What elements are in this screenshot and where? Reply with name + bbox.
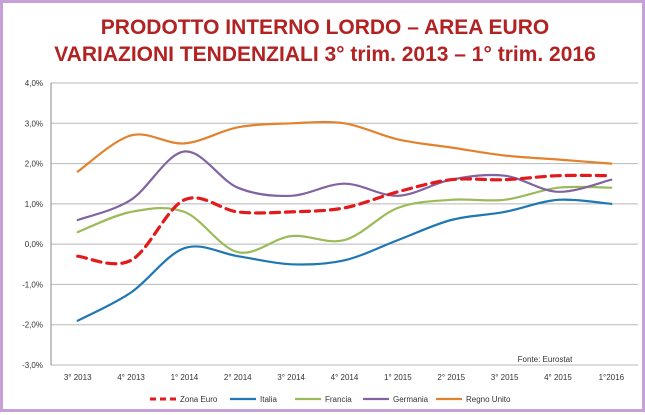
x-tick-label: 3° 2013 bbox=[64, 373, 92, 382]
series-line-francia bbox=[76, 185, 613, 254]
y-tick-label: 2,0% bbox=[25, 160, 43, 169]
x-tick-label: 4° 2013 bbox=[117, 373, 145, 382]
series-line-germania bbox=[76, 150, 613, 222]
x-tick-label: 2° 2015 bbox=[437, 373, 465, 382]
x-tick-label: 3° 2015 bbox=[491, 373, 519, 382]
x-tick-label: 4° 2015 bbox=[544, 373, 572, 382]
legend-label: Italia bbox=[260, 395, 277, 404]
x-tick-label: 1°2016 bbox=[599, 373, 625, 382]
legend-label: Zona Euro bbox=[180, 395, 218, 404]
x-tick-label: 4° 2014 bbox=[331, 373, 359, 382]
x-tick-label: 1° 2014 bbox=[171, 373, 199, 382]
y-tick-label: 4,0% bbox=[25, 79, 43, 88]
y-tick-label: 1,0% bbox=[25, 200, 43, 209]
line-chart: PRODOTTO INTERNO LORDO – AREA EURO VARIA… bbox=[22, 16, 638, 404]
legend-label: Regno Unito bbox=[466, 395, 511, 404]
series-layer bbox=[76, 120, 613, 322]
y-tick-label: -1,0% bbox=[22, 280, 43, 289]
series-line-italia bbox=[76, 198, 613, 322]
y-tick-label: 3,0% bbox=[25, 119, 43, 128]
chart-title: PRODOTTO INTERNO LORDO – AREA EURO bbox=[101, 16, 549, 39]
y-tick-label: -2,0% bbox=[22, 321, 43, 330]
legend-label: Germania bbox=[393, 395, 429, 404]
y-tick-label: 0,0% bbox=[25, 240, 43, 249]
source-note: Fonte: Eurostat bbox=[518, 355, 573, 364]
x-tick-label: 2° 2014 bbox=[224, 373, 252, 382]
x-tick-label: 1° 2015 bbox=[384, 373, 412, 382]
legend-label: Francia bbox=[325, 395, 352, 404]
chart-subtitle: VARIAZIONI TENDENZIALI 3° trim. 2013 – 1… bbox=[54, 43, 596, 66]
y-axis: 4,0% 3,0% 2,0% 1,0% 0,0% -1,0% -2,0% -3,0% bbox=[22, 79, 43, 370]
x-axis: 3° 2013 4° 2013 1° 2014 2° 2014 3° 2014 4° 20… bbox=[64, 373, 625, 382]
series-line-regno-unito bbox=[76, 120, 613, 173]
y-tick-label: -3,0% bbox=[22, 361, 43, 370]
x-tick-label: 3° 2014 bbox=[277, 373, 305, 382]
legend: Zona Euro Italia Francia Germania Regno Unit… bbox=[150, 395, 511, 404]
series-line-zona-euro bbox=[76, 173, 613, 266]
grid-layer bbox=[50, 82, 638, 366]
